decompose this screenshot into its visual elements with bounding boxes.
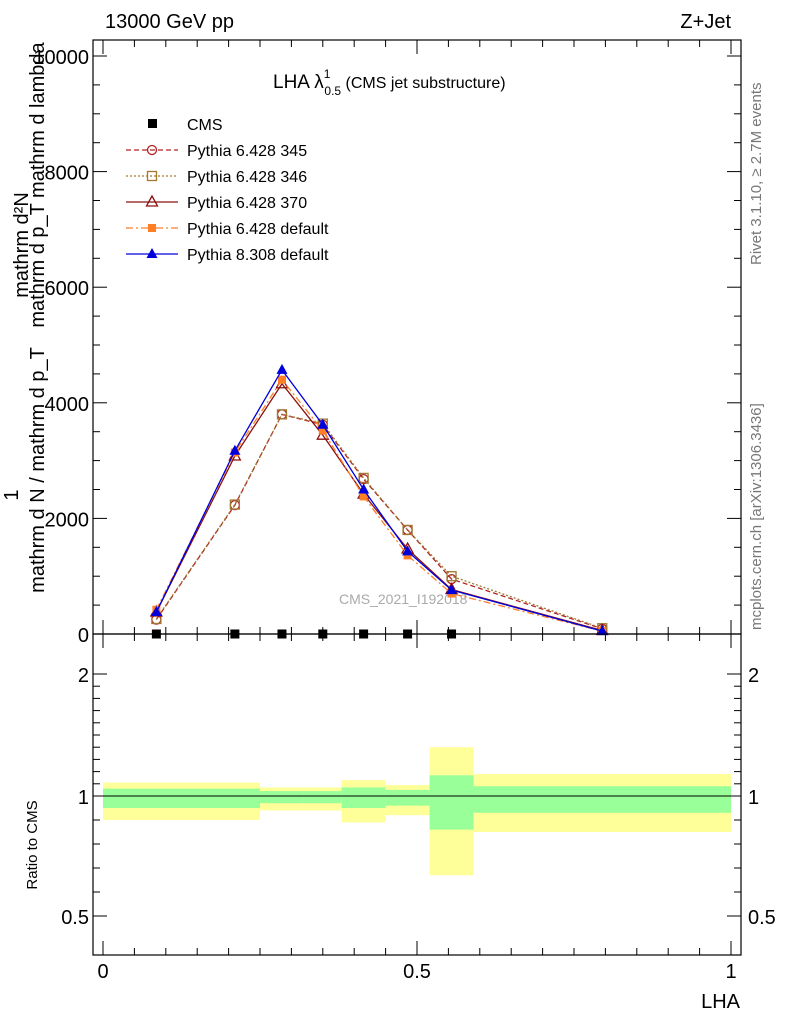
upper-plot: 0 2000 4000 6000 8000 10000 [33, 39, 742, 647]
y-tick-label: 0 [78, 625, 89, 647]
ratio-band-inner [260, 791, 304, 804]
header-right: Z+Jet [680, 11, 731, 33]
x-tick-label: 0.5 [403, 961, 431, 983]
series-point [446, 584, 458, 595]
legend-label: Pythia 6.428 346 [187, 169, 307, 186]
ratio-y-tick-label-right: 0.5 [748, 907, 776, 929]
y-tick-label: 4000 [45, 394, 90, 416]
ylabel-line-3: mathrm d N / mathrm d p_T [27, 347, 49, 593]
y-tick-label: 2000 [45, 509, 90, 531]
series-point [276, 409, 288, 420]
ratio-y-tick-label: 0.5 [61, 907, 89, 929]
ratio-band-inner [341, 787, 386, 808]
series-point [358, 483, 370, 494]
ratio-y-tick-label: 1 [78, 787, 89, 809]
legend-marker [146, 248, 158, 258]
watermark: CMS_2021_I192018 [339, 591, 468, 607]
mcplots-label: mcplots.cern.ch [arXiv:1306.3436] [748, 403, 765, 630]
series-point [596, 625, 608, 636]
series-point [150, 606, 162, 617]
legend-label: Pythia 6.428 345 [187, 143, 307, 160]
legend-marker [146, 170, 158, 182]
plot-title-sub: 0.5 [324, 84, 341, 98]
ratio-band-inner [103, 788, 260, 808]
series-point [229, 499, 241, 510]
legend-label: Pythia 6.428 370 [187, 195, 307, 212]
ratio-band-inner [303, 791, 342, 804]
legend-marker-cms [148, 119, 157, 128]
series-point [359, 492, 368, 501]
legend-marker [146, 144, 158, 156]
legend-label: Pythia 6.428 default [187, 221, 329, 238]
series-point [277, 375, 286, 384]
series-point [229, 444, 241, 455]
series-5 [150, 363, 608, 636]
legend-label: Pythia 8.308 default [187, 247, 329, 264]
plot-title-note: (CMS jet substructure) [341, 75, 505, 92]
plot-title: LHA λ1 0.5 (CMS jet substructure) [273, 67, 506, 98]
ylabel-line-1: mathrm d²N [11, 192, 33, 298]
series-point [403, 551, 412, 560]
ratio-y-label: Ratio to CMS [24, 800, 41, 889]
ylabel-frac: 1 [1, 489, 23, 500]
ylabel-line-2: mathrm d p_T mathrm d lambda [27, 41, 49, 327]
ratio-y-tick-label-right: 1 [748, 787, 759, 809]
upper-y-axis-label: mathrm d²N mathrm d p_T mathrm d lambda … [1, 41, 49, 592]
x-axis-label: LHA [701, 991, 741, 1013]
series-point [318, 426, 327, 435]
ratio-y-tick-label-right: 2 [748, 665, 759, 687]
series-line [155, 382, 603, 632]
y-tick-label: 8000 [45, 163, 90, 185]
series-point [446, 571, 457, 582]
ratio-y-tick-label: 2 [78, 665, 89, 687]
ratio-band-inner [385, 789, 430, 806]
ratio-plot: 0 0.5 1 0.5 0.5 1 1 2 2 [61, 633, 776, 983]
series-point [358, 472, 369, 484]
series-line [155, 368, 603, 632]
series-point [317, 418, 329, 429]
plot-title-sup: 1 [324, 67, 331, 81]
legend-marker [145, 194, 159, 207]
legend-label-cms: CMS [187, 117, 223, 134]
x-tick-label: 0 [97, 961, 108, 983]
header-left: 13000 GeV pp [105, 11, 234, 33]
series-point [402, 524, 413, 536]
ratio-band-inner [473, 786, 731, 813]
plot-title-main: LHA λ [273, 72, 324, 93]
y-tick-label: 6000 [45, 278, 90, 300]
series-line [155, 378, 603, 632]
series-line [155, 413, 603, 629]
ratio-band-inner [429, 775, 474, 830]
series-point [402, 545, 414, 556]
series-point [276, 363, 288, 374]
rivet-label: Rivet 3.1.10, ≥ 2.7M events [748, 83, 765, 266]
legend-marker [148, 224, 156, 232]
y-tick-label: 10000 [33, 47, 89, 69]
x-tick-label: 1 [725, 961, 736, 983]
legend: CMS Pythia 6.428 345 Pythia 6.428 346 Pythi… [126, 117, 329, 264]
series-line [155, 413, 603, 630]
